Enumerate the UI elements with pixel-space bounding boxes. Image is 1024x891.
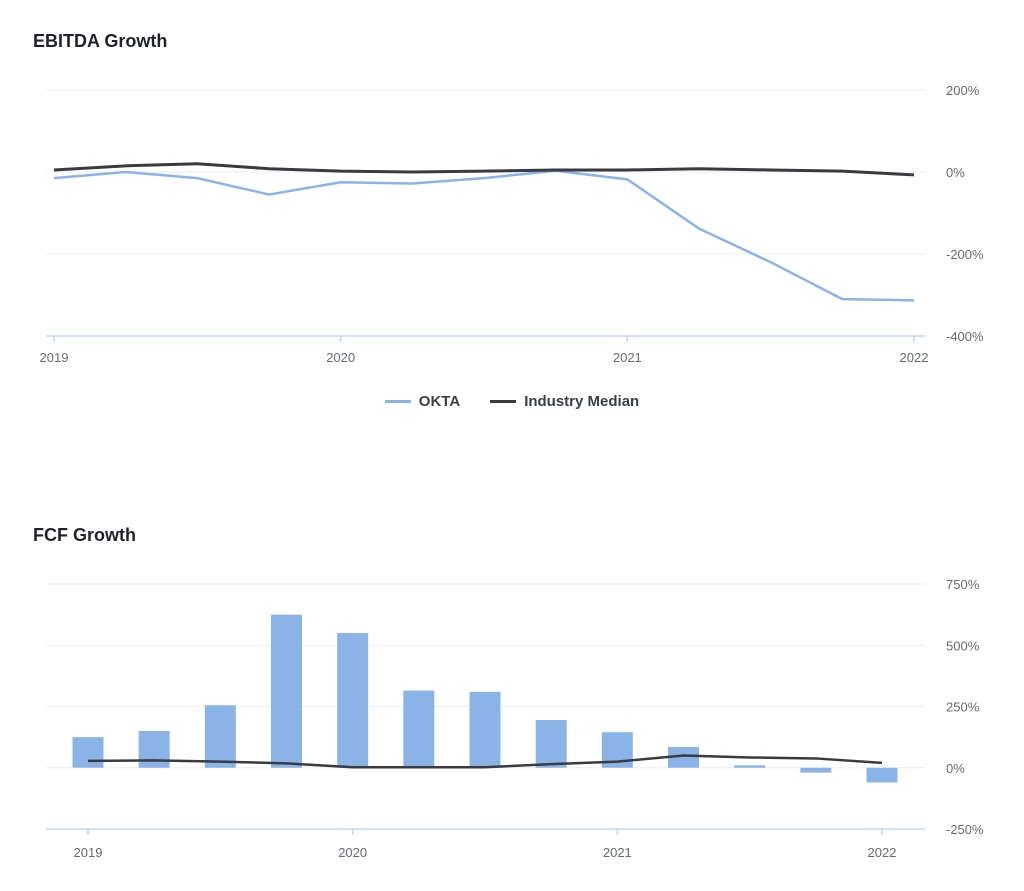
fcf-y-tick: 0%	[946, 761, 965, 776]
okta-fcf-bar	[403, 691, 434, 768]
fcf-x-tick: 2021	[603, 845, 632, 860]
okta-fcf-bar	[734, 765, 765, 767]
okta-fcf-bar	[205, 705, 236, 767]
fcf-y-tick: 250%	[946, 700, 980, 715]
okta-fcf-bar	[73, 737, 104, 768]
okta-fcf-bar	[337, 633, 368, 768]
fcf-growth-chart: 750% 500% 250% 0% -250% 2019 2020 2021 2022	[0, 0, 1024, 891]
okta-fcf-bar	[470, 692, 501, 768]
fcf-y-tick: 500%	[946, 638, 980, 653]
fcf-y-tick: 750%	[946, 577, 980, 592]
okta-fcf-bar	[867, 768, 898, 783]
fcf-x-tick: 2019	[74, 845, 103, 860]
okta-fcf-bar	[139, 731, 170, 768]
okta-fcf-bar	[271, 615, 302, 768]
fcf-y-tick: -250%	[946, 822, 984, 837]
okta-fcf-bar	[536, 720, 567, 768]
fcf-x-tick: 2020	[338, 845, 367, 860]
fcf-x-tick: 2022	[868, 845, 897, 860]
okta-fcf-bar	[800, 768, 831, 773]
